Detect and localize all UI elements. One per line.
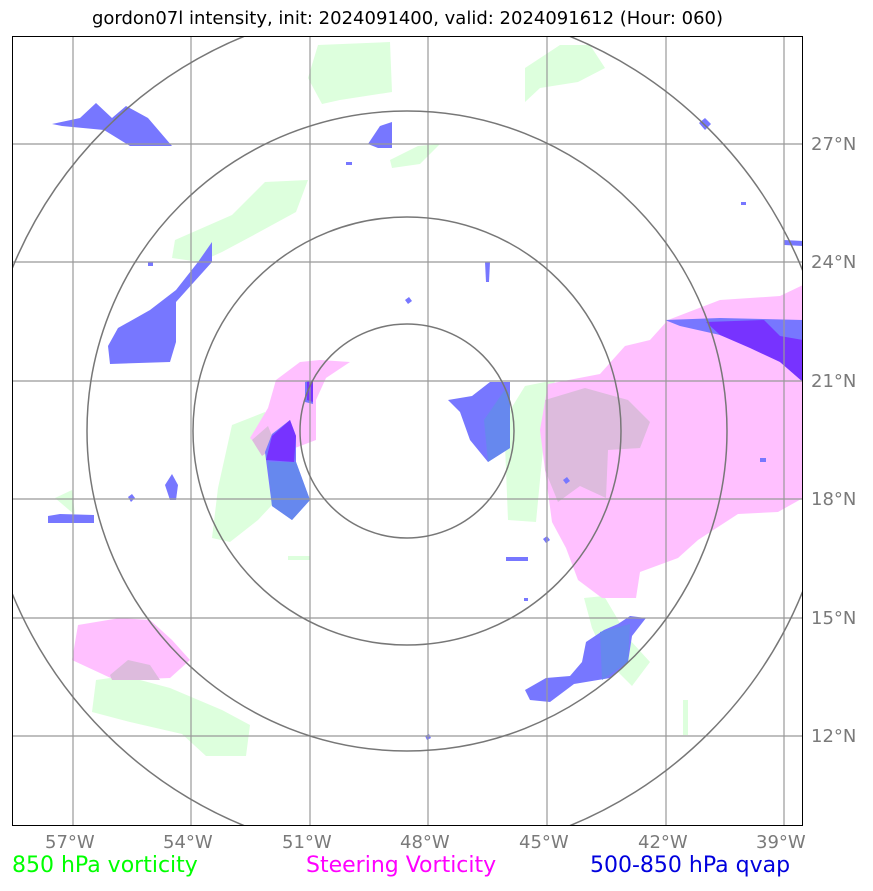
vorticity-850-region: [683, 700, 688, 735]
steering-vorticity-layer: [72, 285, 803, 680]
qvap-dark-region: [706, 320, 803, 382]
range-ring-3: [86, 110, 728, 752]
qvap-region: [741, 202, 746, 205]
range-rings: [12, 36, 803, 826]
lat-label-24n: 24°N: [811, 252, 857, 273]
lon-label-45w: 45°W: [519, 832, 569, 853]
qvap-overlap-layer: [268, 388, 630, 680]
qvap-region: [148, 262, 153, 266]
legend-vorticity-850: 850 hPa vorticity: [12, 853, 198, 878]
qvap-region: [368, 122, 392, 148]
lon-label-57w: 57°W: [45, 832, 95, 853]
vorticity-850-region: [525, 45, 605, 102]
legend-steering-vorticity: Steering Vorticity: [306, 853, 497, 878]
lat-label-21n: 21°N: [811, 371, 857, 392]
qvap-region: [760, 458, 766, 462]
vorticity-850-region: [504, 380, 555, 522]
lon-label-51w: 51°W: [282, 832, 332, 853]
qvap-region: [405, 297, 412, 304]
qvap-region: [506, 557, 528, 561]
lon-label-39w: 39°W: [756, 832, 806, 853]
range-ring-1: [299, 323, 515, 539]
lat-label-15n: 15°N: [811, 608, 857, 629]
vorticity-850-region: [390, 144, 440, 168]
qvap-region: [699, 118, 711, 130]
qvap-region: [165, 474, 178, 500]
lon-label-42w: 42°W: [638, 832, 688, 853]
qvap-region: [524, 598, 528, 601]
qvap-region: [128, 494, 135, 502]
graticule: [12, 36, 803, 826]
qvap-dark-layer: [266, 320, 803, 462]
lon-label-48w: 48°W: [400, 832, 450, 853]
qvap-region: [563, 477, 570, 484]
lat-label-27n: 27°N: [811, 134, 857, 155]
qvap-overlap-region: [268, 462, 310, 520]
lon-label-54w: 54°W: [163, 832, 213, 853]
range-ring-2: [192, 216, 622, 646]
qvap-region: [52, 103, 172, 146]
overlap-layer: [110, 388, 650, 680]
lat-label-12n: 12°N: [811, 726, 857, 747]
overlap-region: [545, 388, 650, 502]
overlap-region: [110, 660, 160, 680]
legend-qvap: 500-850 hPa qvap: [590, 853, 791, 878]
steering-vorticity-region: [540, 285, 803, 598]
qvap-region: [485, 262, 490, 282]
qvap-dark-region: [266, 420, 296, 462]
steering-vorticity-region: [72, 618, 190, 680]
qvap-region: [108, 242, 212, 364]
vorticity-850-region: [55, 490, 75, 515]
qvap-region: [346, 162, 352, 165]
vorticity-850-region: [308, 42, 392, 104]
vorticity-850-region: [172, 180, 308, 262]
map-panel: [12, 36, 803, 826]
qvap-overlap-region: [484, 388, 510, 462]
qvap-region: [784, 240, 803, 246]
qvap-overlap-region: [600, 624, 630, 680]
map-title: gordon07l intensity, init: 2024091400, v…: [91, 8, 724, 29]
qvap-region: [48, 514, 94, 523]
vorticity-850-region: [288, 556, 310, 560]
lat-label-18n: 18°N: [811, 489, 857, 510]
